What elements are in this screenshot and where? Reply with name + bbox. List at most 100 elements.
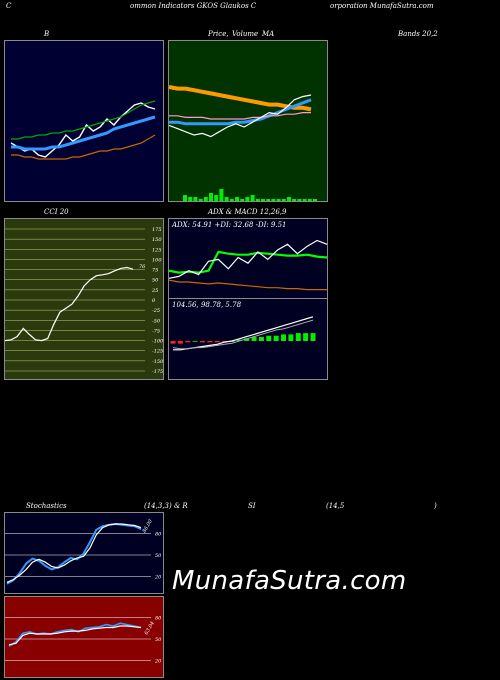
stoch-tick-label: 20 — [154, 575, 162, 581]
series-line-ma_long — [169, 85, 312, 112]
series-line-d — [6, 523, 142, 583]
volume-bar — [224, 197, 229, 201]
series-line-lower — [11, 134, 156, 160]
price-chart — [169, 85, 317, 201]
series-line-plus_di — [169, 239, 327, 279]
cci-tick-label: -150 — [152, 359, 164, 365]
stoch-params: (14,3,3) & R — [144, 502, 188, 510]
cci-tick-label: 100 — [152, 257, 162, 263]
cci-line — [5, 266, 134, 342]
cci-tick-label: -75 — [152, 328, 160, 334]
macd-hist-bar — [170, 341, 176, 344]
bands-title: Bands 20,2 — [398, 30, 438, 38]
volume-bar — [307, 199, 312, 201]
series-line-price — [169, 94, 312, 138]
macd-hist-bar — [244, 338, 250, 341]
volume-bar — [203, 197, 208, 201]
stoch-panel: 80 50 20 86.00 — [4, 512, 164, 594]
cci-tick-label: 150 — [152, 237, 162, 243]
macd-hist-bar — [266, 335, 272, 341]
series-line-ma_mid — [169, 98, 312, 126]
stoch-last-value: 86.00 — [142, 518, 155, 534]
adx-chart — [169, 239, 327, 291]
macd-hist-bar — [185, 341, 191, 343]
volume-bar — [287, 197, 291, 201]
cci-tick-label: -175 — [152, 369, 163, 375]
volume-bar — [183, 195, 187, 201]
rsi-title: SI — [248, 502, 256, 510]
series-line-minus_di — [169, 279, 327, 291]
rsi-close: ) — [434, 502, 437, 510]
cci-tick-label: 175 — [152, 227, 162, 233]
macd-chart — [170, 316, 316, 351]
volume-bar — [240, 199, 245, 201]
volume-bar — [271, 199, 276, 201]
cci-tick-label: -25 — [152, 308, 160, 314]
bollinger-title: B — [44, 30, 50, 38]
cci-title: CCI 20 — [44, 208, 69, 216]
cci-chart: 175 150 125 100 75 50 25 0 -25 -50 -75 -100 -125 -150… — [5, 227, 164, 375]
ma-title: MA — [262, 30, 275, 38]
macd-label: 104.56, 98.78, 5.78 — [172, 301, 242, 309]
rsi-tick-label: 80 — [155, 615, 162, 621]
macd-line — [173, 316, 314, 351]
adx-label: ADX: 54.91 +DI: 32.68 -DI: 9.51 — [172, 221, 287, 229]
macd-hist-bar — [251, 337, 257, 341]
macd-signal-line — [172, 319, 314, 350]
header-left: C — [6, 2, 12, 10]
cci-tick-label: 25 — [151, 288, 158, 294]
macd-hist-bar — [288, 334, 294, 341]
cci-panel: 175 150 125 100 75 50 25 0 -25 -50 -75 -100 -125 -150… — [4, 218, 164, 380]
rsi-panel: 80 50 20 63.04 — [4, 596, 164, 678]
bollinger-panel — [4, 40, 164, 202]
cci-tick-label: -125 — [152, 349, 163, 355]
cci-tick-label: -100 — [152, 339, 164, 345]
volume-bar — [229, 199, 234, 201]
volume-bar — [193, 197, 198, 201]
series-line-adx — [169, 250, 327, 274]
volume-bar — [219, 189, 224, 201]
bollinger-chart — [10, 100, 156, 160]
volume-bar — [245, 197, 250, 201]
macd-hist-bar — [177, 341, 183, 344]
series-line-ma_pink — [169, 112, 311, 120]
macd-hist-bar — [310, 333, 316, 341]
volume-bar — [255, 199, 260, 201]
volume-bar — [276, 199, 281, 201]
macd-hist-bar — [192, 341, 198, 342]
macd-hist-bar — [236, 339, 242, 341]
series-line-price — [10, 102, 156, 158]
cci-tick-label: 0 — [152, 298, 156, 304]
volume-bar — [209, 193, 213, 201]
rsi-tick-label: 50 — [155, 637, 162, 643]
volume-bar — [302, 199, 307, 201]
volume-bar — [292, 199, 297, 201]
macd-hist-bar — [207, 341, 213, 343]
stoch-tick-label: 50 — [155, 553, 162, 559]
price-title: Price, — [208, 30, 229, 38]
cci-tick-label: 50 — [152, 278, 159, 284]
series-line-rsi — [8, 622, 142, 647]
series-line-middle — [11, 115, 156, 151]
cci-tick-label: 75 — [152, 268, 158, 274]
volume-bar — [281, 199, 286, 201]
stoch-title: Stochastics — [26, 502, 67, 510]
series-line-rsi_avg — [8, 625, 142, 646]
stoch-chart: 80 50 20 86.00 — [5, 518, 162, 585]
volume-bar — [313, 199, 317, 201]
stoch-tick-label: 80 — [155, 531, 162, 537]
cci-tick-label: -50 — [152, 318, 161, 324]
volume-bar — [198, 199, 203, 201]
macd-hist-bar — [281, 334, 287, 341]
series-line-k — [6, 522, 142, 585]
volume-title: Volume — [232, 30, 259, 38]
macd-hist-bar — [303, 333, 309, 341]
price-panel — [168, 40, 328, 202]
cci-tick-label: 125 — [152, 247, 162, 253]
volume-bar — [261, 199, 265, 201]
watermark: MunafaSutra.com — [172, 566, 407, 596]
header-center: ommon Indicators GKOS Glaukos C — [130, 2, 257, 10]
rsi-params: (14,5 — [326, 502, 345, 510]
macd-hist-bar — [214, 341, 220, 343]
adx-macd-title: ADX & MACD 12,26,9 — [208, 208, 287, 216]
